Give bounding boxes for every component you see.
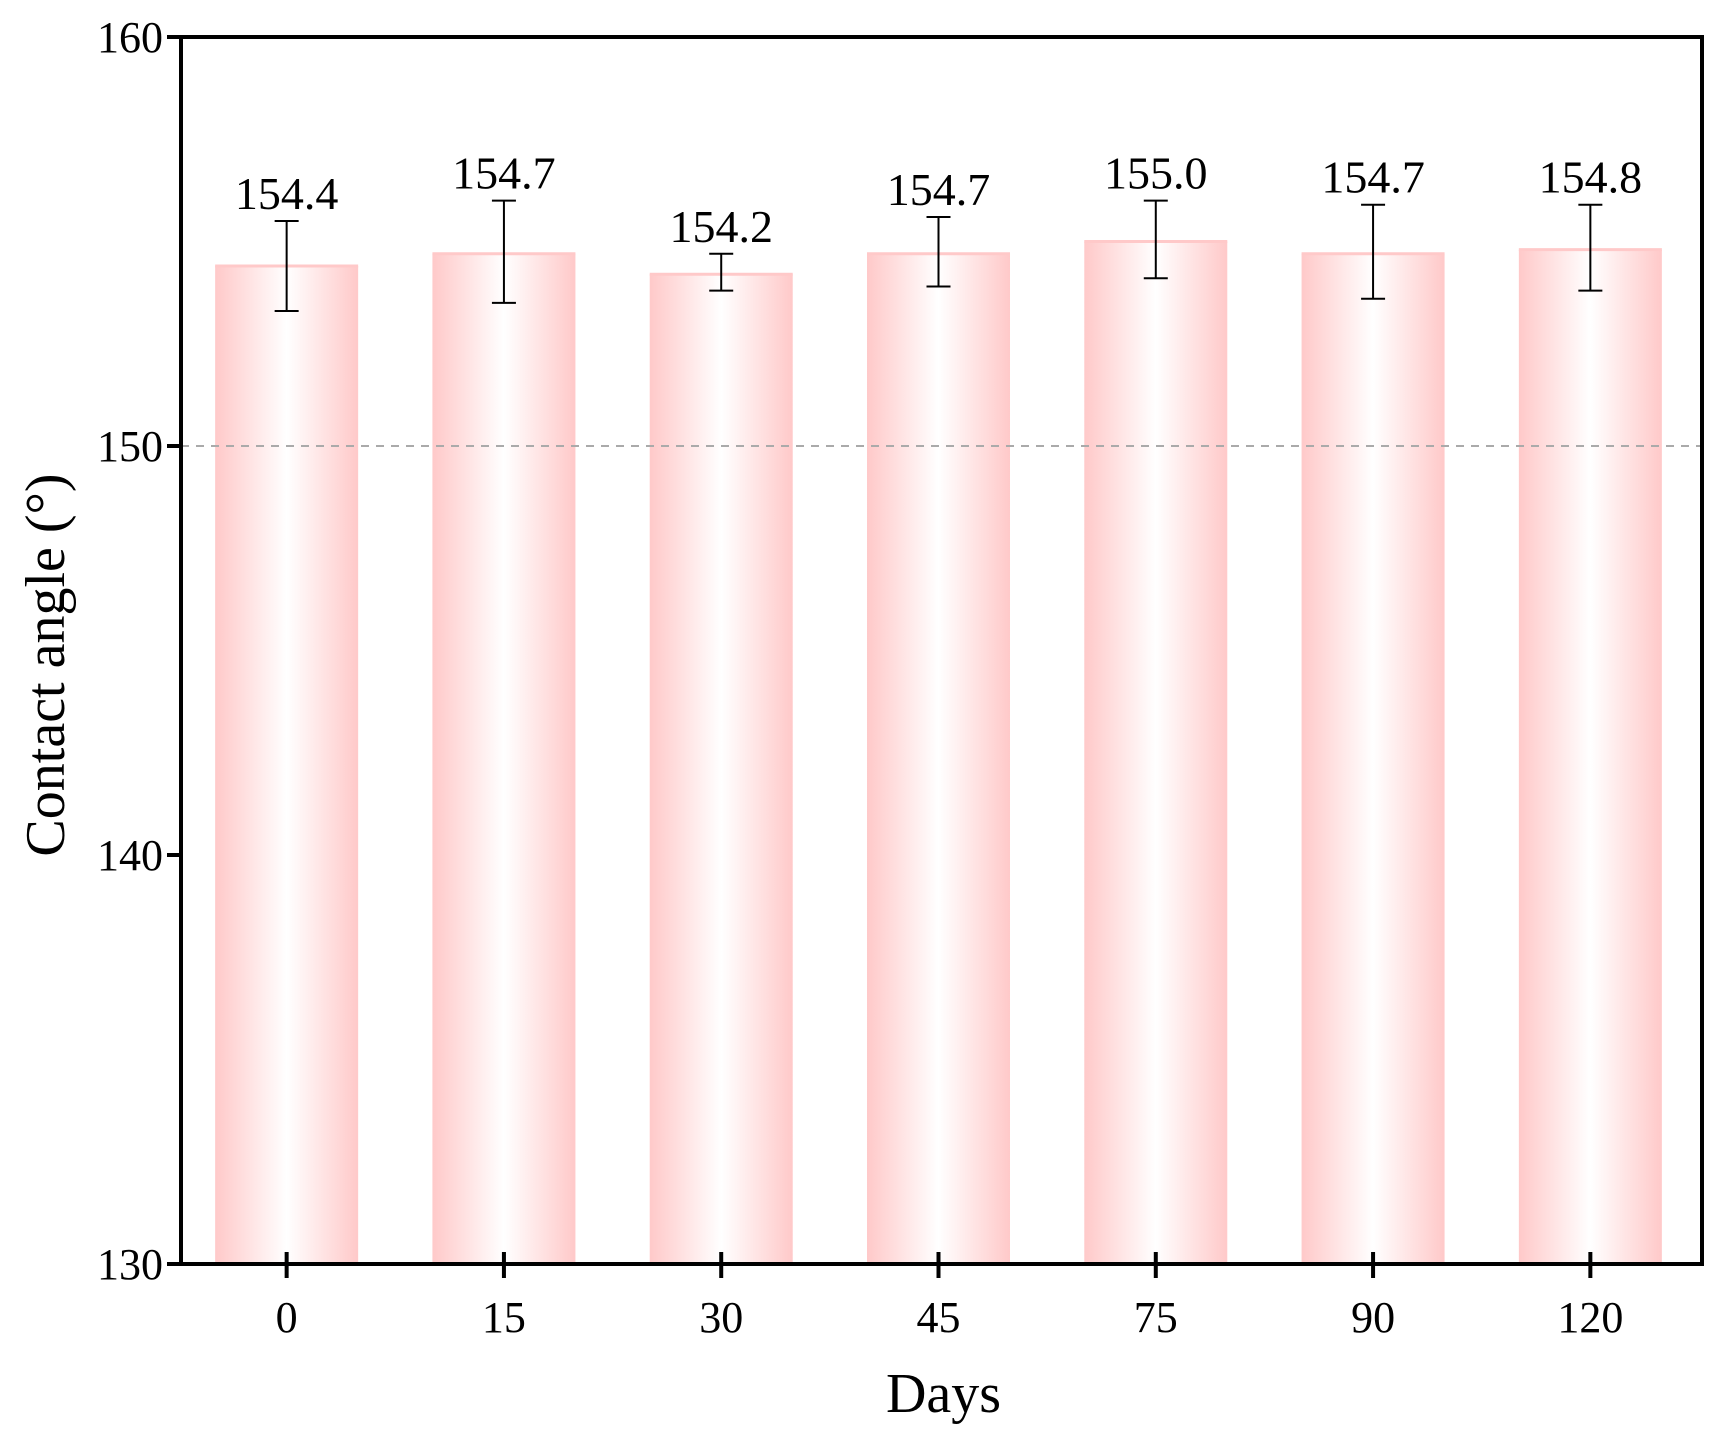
data-label-0: 154.4 — [235, 168, 339, 219]
x-axis-title: Days — [886, 1363, 1001, 1425]
y-tick-label-130: 130 — [97, 1240, 163, 1289]
bars-layer — [215, 240, 1662, 1265]
x-tick-label-75: 75 — [1134, 1293, 1178, 1342]
data-label-120: 154.8 — [1539, 152, 1643, 203]
bar-90 — [1301, 253, 1445, 1264]
error-bar-45 — [926, 215, 951, 288]
data-label-75: 155.0 — [1104, 148, 1208, 199]
error-bar-75 — [1143, 199, 1168, 280]
bar-45 — [867, 253, 1010, 1264]
y-tick-label-140: 140 — [97, 831, 163, 880]
x-tick-label-0: 0 — [276, 1293, 298, 1342]
bar-30 — [649, 274, 793, 1265]
data-label-90: 154.7 — [1321, 152, 1425, 203]
x-tick-label-15: 15 — [482, 1293, 526, 1342]
error-bar-15 — [491, 199, 516, 304]
y-axis-title: Contact angle (°) — [15, 473, 77, 856]
x-axis: 0 15 30 45 75 90 120 — [276, 1252, 1623, 1342]
x-tick-label-90: 90 — [1351, 1293, 1395, 1342]
bar-75 — [1084, 241, 1228, 1264]
y-tick-label-150: 150 — [97, 422, 163, 471]
bar-120 — [1518, 249, 1662, 1264]
error-bars-layer — [274, 199, 1603, 313]
data-label-45: 154.7 — [887, 164, 991, 215]
x-tick-label-120: 120 — [1557, 1293, 1623, 1342]
bar-15 — [432, 253, 576, 1264]
data-labels-layer: 154.4 154.7 154.2 154.7 155.0 154.7 154.8 — [235, 148, 1642, 252]
bar-0 — [215, 266, 359, 1264]
x-tick-label-45: 45 — [917, 1293, 961, 1342]
data-label-30: 154.2 — [669, 201, 773, 252]
y-tick-label-160: 160 — [97, 13, 163, 62]
error-bar-120 — [1578, 203, 1603, 292]
plot-frame — [179, 35, 1704, 1266]
error-bar-0 — [274, 220, 299, 313]
data-label-15: 154.7 — [452, 148, 556, 199]
x-tick-label-30: 30 — [699, 1293, 743, 1342]
error-bar-30 — [709, 252, 734, 292]
error-bar-90 — [1361, 203, 1386, 300]
y-axis: 130 140 150 160 — [97, 13, 181, 1289]
